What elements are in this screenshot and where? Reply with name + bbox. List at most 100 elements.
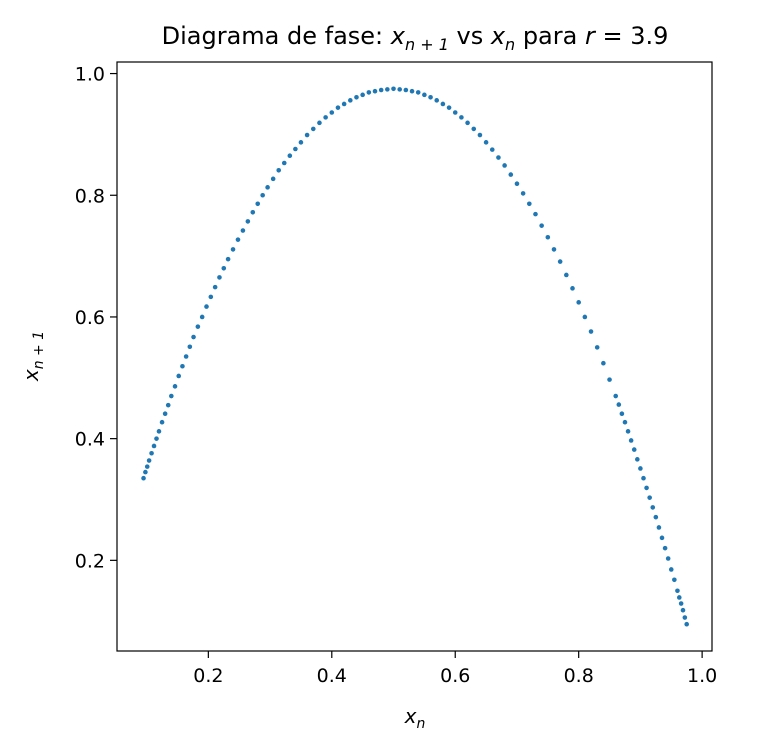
scatter-point: [183, 354, 189, 359]
scatter-point: [146, 458, 152, 463]
scatter-point: [594, 345, 600, 350]
scatter-point: [341, 101, 347, 107]
scatter-point: [235, 237, 241, 242]
scatter-point: [662, 545, 668, 551]
x-axis-label-base: x: [404, 704, 417, 728]
title-mid: vs: [449, 22, 491, 50]
scatter-point: [631, 447, 637, 452]
scatter-point: [533, 211, 538, 217]
scatter-point: [502, 163, 507, 168]
scatter-point: [154, 436, 159, 441]
scatter-point: [217, 275, 222, 280]
scatter-point: [187, 344, 193, 350]
scatter-point: [335, 105, 341, 110]
scatter-point: [360, 92, 365, 98]
x-tick-label: 0.4: [317, 665, 347, 687]
y-axis-label-subscript: n + 1: [31, 331, 47, 369]
scatter-point: [169, 393, 174, 399]
x-axis-label-subscript: n: [416, 716, 425, 732]
scatter-point: [625, 429, 631, 434]
scatter-point: [582, 314, 588, 320]
scatter-point: [527, 201, 532, 207]
y-axis-label: xn + 1: [19, 331, 47, 382]
scatter-point: [397, 87, 402, 92]
x-tick-label: 0.6: [440, 665, 470, 687]
scatter-point: [489, 147, 495, 152]
scatter-point: [240, 228, 246, 233]
scatter-point: [180, 363, 185, 369]
scatter-point: [684, 621, 689, 627]
scatter-point: [628, 438, 634, 443]
x-axis-ticks: 0.2 0.4 0.6 0.8 1.0: [193, 651, 717, 687]
scatter-point: [191, 334, 196, 340]
y-tick-label: 0.6: [75, 307, 105, 329]
scatter-point: [428, 94, 433, 100]
scatter-point: [459, 115, 464, 120]
scatter-point: [659, 535, 665, 541]
scatter-point: [270, 176, 276, 182]
scatter-point: [276, 168, 282, 173]
scatter-point: [465, 120, 470, 126]
scatter-point: [641, 475, 646, 481]
scatter-point: [653, 514, 659, 520]
scatter-point: [293, 146, 298, 152]
scatter-point: [165, 402, 171, 408]
scatter-point: [372, 88, 378, 94]
scatter-point: [149, 450, 154, 456]
scatter-point: [452, 110, 458, 115]
scatter-point: [545, 234, 551, 240]
y-axis-label-base: x: [19, 369, 43, 382]
scatter-point: [287, 153, 293, 158]
scatter-point: [682, 615, 688, 620]
scatter-point: [672, 577, 677, 583]
x-axis-label: xn: [404, 704, 426, 732]
scatter-point: [366, 90, 372, 95]
scatter-point: [204, 304, 209, 309]
title-r: r: [585, 22, 597, 50]
scatter-point: [576, 300, 581, 305]
scatter-point: [644, 485, 649, 491]
scatter-point: [588, 329, 594, 334]
scatter-point: [141, 475, 146, 481]
scatter-point: [221, 265, 227, 271]
y-axis-ticks: 0.2 0.4 0.6 0.8 1.0: [75, 64, 117, 572]
scatter-point: [208, 294, 214, 300]
title-x2: x: [490, 22, 506, 50]
scatter-point: [570, 286, 575, 291]
scatter-point: [613, 393, 619, 399]
scatter-point: [403, 87, 409, 93]
scatter-point: [230, 247, 236, 252]
scatter-point: [638, 466, 643, 471]
scatter-point: [255, 201, 261, 207]
scatter-point: [212, 284, 218, 290]
scatter-point: [496, 155, 501, 160]
scatter-point: [607, 377, 612, 382]
scatter-point: [304, 132, 310, 138]
scatter-point: [176, 373, 182, 379]
scatter-point: [385, 87, 390, 92]
title-prefix: Diagrama de fase:: [162, 22, 391, 50]
plot-area: [141, 86, 689, 627]
scatter-point: [601, 360, 606, 366]
scatter-point: [539, 223, 544, 228]
scatter-point: [656, 525, 662, 530]
scatter-point: [422, 92, 427, 98]
scatter-point: [619, 411, 625, 417]
scatter-point: [143, 469, 148, 475]
axes-frame: [116, 61, 713, 652]
scatter-point: [156, 429, 162, 434]
scatter-point: [557, 259, 563, 264]
scatter-point: [159, 419, 165, 425]
scatter-point: [564, 272, 569, 278]
scatter-point: [245, 219, 251, 224]
scatter-point: [477, 132, 483, 138]
scatter-point: [323, 115, 328, 120]
scatter-point: [440, 101, 446, 107]
x-tick-label: 1.0: [687, 665, 717, 687]
y-tick-label: 1.0: [75, 64, 105, 86]
scatter-point: [409, 88, 415, 94]
scatter-point: [162, 411, 168, 417]
title-x1-subscript: n + 1: [405, 35, 449, 54]
title-suffix-pre: para: [515, 22, 585, 50]
